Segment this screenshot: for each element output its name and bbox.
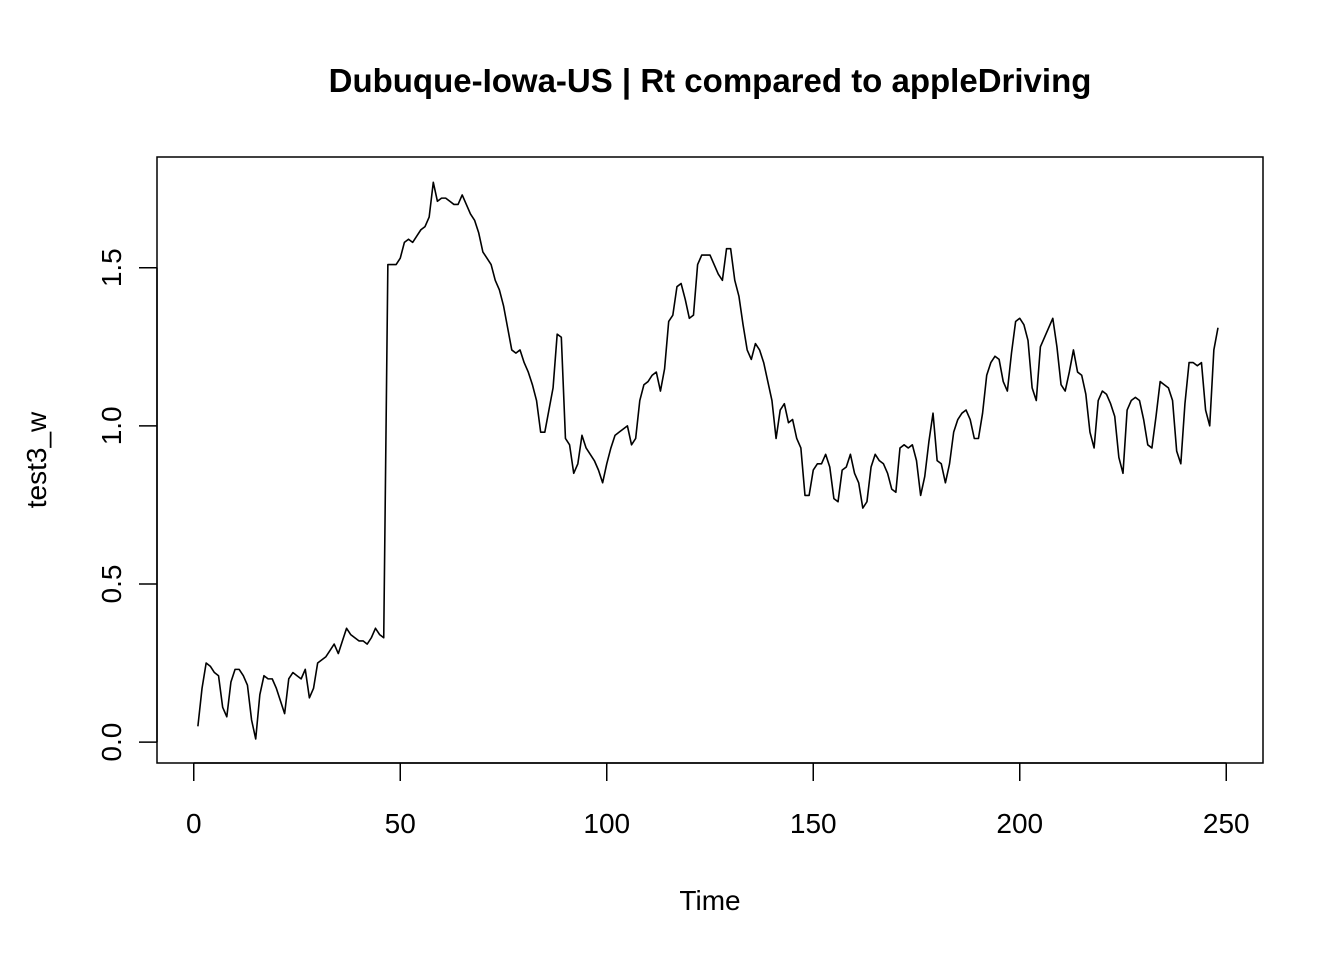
y-tick-label: 1.5: [96, 248, 127, 287]
x-tick-label: 150: [790, 808, 837, 839]
x-tick-label: 100: [583, 808, 630, 839]
x-tick-label: 50: [385, 808, 416, 839]
x-tick-label: 250: [1203, 808, 1250, 839]
plot-frame: [156, 156, 1264, 764]
y-tick-label: 1.0: [96, 406, 127, 445]
x-axis-label: Time: [679, 885, 740, 916]
x-axis: 0 50 100 150 200 250: [186, 762, 1250, 839]
chart-title: Dubuque-Iowa-US | Rt compared to appleDr…: [329, 62, 1092, 99]
y-axis-label: test3_w: [21, 411, 52, 508]
x-tick-label: 200: [996, 808, 1043, 839]
y-tick-label: 0.0: [96, 723, 127, 762]
y-tick-label: 0.5: [96, 565, 127, 604]
y-axis: 0.0 0.5 1.0 1.5: [96, 248, 158, 762]
x-tick-label: 0: [186, 808, 202, 839]
series-line-test3-w: [197, 181, 1219, 740]
